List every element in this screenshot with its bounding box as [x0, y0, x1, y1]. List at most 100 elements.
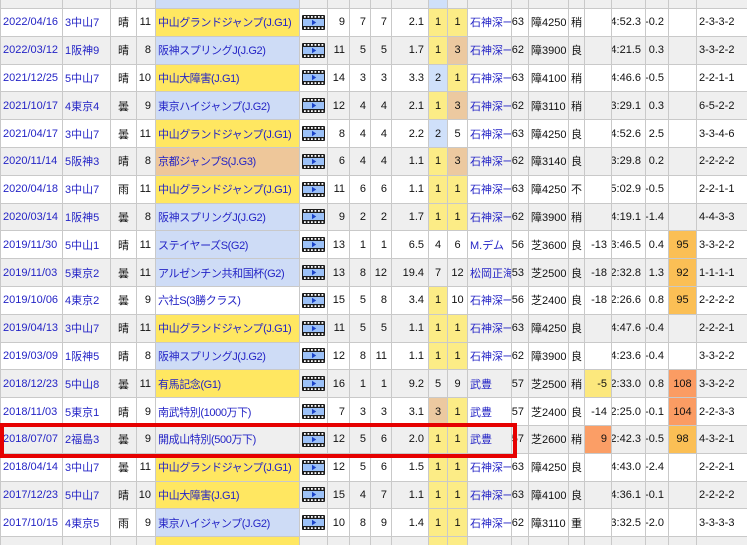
race-link[interactable]: 開成山特別(500万下) [156, 425, 300, 453]
movie-icon[interactable] [302, 265, 325, 281]
movie-icon-cell[interactable] [300, 509, 328, 537]
jockey-link[interactable]: 石神深一 [468, 120, 512, 147]
venue-link[interactable]: 1阪神5 [63, 203, 111, 231]
movie-icon-cell[interactable] [300, 120, 328, 147]
jockey-link[interactable]: 石神深一 [468, 481, 512, 509]
date-link[interactable]: 2022/03/12 [0, 36, 63, 64]
movie-icon[interactable] [302, 376, 325, 392]
movie-icon-cell[interactable] [300, 481, 328, 509]
movie-icon-cell[interactable] [300, 231, 328, 259]
movie-icon-cell[interactable] [300, 286, 328, 314]
movie-icon-cell[interactable] [300, 64, 328, 92]
movie-icon[interactable] [302, 292, 325, 308]
movie-icon-cell[interactable] [300, 259, 328, 286]
race-link[interactable]: 阪神スプリングJ(J.G2) [156, 342, 300, 370]
movie-icon[interactable] [302, 348, 325, 364]
date-link[interactable]: 2018/11/03 [0, 398, 63, 425]
race-link[interactable]: 中山大障害(J.G1) [156, 481, 300, 509]
venue-link[interactable]: 5東京1 [63, 398, 111, 425]
movie-icon[interactable] [302, 320, 325, 336]
date-link[interactable]: 2021/10/17 [0, 92, 63, 120]
date-link[interactable]: 2020/04/18 [0, 175, 63, 203]
movie-icon-cell[interactable] [300, 0, 328, 8]
date-link[interactable]: 2019/04/13 [0, 314, 63, 342]
jockey-link[interactable]: 石神深一 [468, 342, 512, 370]
date-link[interactable]: 2020/03/14 [0, 203, 63, 231]
race-link[interactable]: 東京ハイジャンプ(J.G2) [156, 92, 300, 120]
venue-link[interactable]: 3中山7 [63, 9, 111, 36]
venue-link[interactable]: 3中山7 [63, 314, 111, 342]
movie-icon[interactable] [302, 459, 325, 475]
movie-icon-cell[interactable] [300, 203, 328, 231]
date-link[interactable]: 2021/04/17 [0, 120, 63, 147]
movie-icon[interactable] [302, 42, 325, 58]
race-link[interactable]: 阪神スプリングJ(J.G2) [156, 203, 300, 231]
movie-icon[interactable] [302, 487, 325, 503]
race-link[interactable]: 中山大障害(J.G1) [156, 64, 300, 92]
movie-icon-cell[interactable] [300, 92, 328, 120]
venue-link[interactable]: 4東京4 [63, 92, 111, 120]
jockey-link[interactable]: 武豊 [468, 370, 512, 398]
jockey-link[interactable]: 石神深一 [468, 9, 512, 36]
jockey-link[interactable]: 武豊 [468, 425, 512, 453]
venue-link[interactable]: 5中山1 [63, 231, 111, 259]
jockey-link[interactable]: 石神深一 [468, 36, 512, 64]
venue-link[interactable]: 2福島3 [63, 425, 111, 453]
venue-link[interactable]: 5東京2 [63, 259, 111, 286]
date-link[interactable]: 2019/11/30 [0, 231, 63, 259]
date-link[interactable]: 2018/12/23 [0, 370, 63, 398]
venue-link[interactable]: 5阪神3 [63, 147, 111, 175]
movie-icon-cell[interactable] [300, 9, 328, 36]
race-link[interactable] [156, 0, 300, 8]
jockey-link[interactable]: 松岡正海 [468, 259, 512, 286]
date-link[interactable]: 2018/07/07 [0, 425, 63, 453]
jockey-link[interactable]: 石神深一 [468, 64, 512, 92]
date-link[interactable] [0, 537, 63, 545]
movie-icon[interactable] [302, 98, 325, 114]
movie-icon[interactable] [302, 515, 325, 531]
race-link[interactable]: アルゼンチン共和国杯(G2) [156, 259, 300, 286]
date-link[interactable]: 2019/10/06 [0, 286, 63, 314]
jockey-link[interactable]: 石神深一 [468, 286, 512, 314]
venue-link[interactable]: 3中山7 [63, 175, 111, 203]
venue-link[interactable] [63, 0, 111, 8]
date-link[interactable]: 2019/03/09 [0, 342, 63, 370]
date-link[interactable]: 2022/04/16 [0, 9, 63, 36]
movie-icon[interactable] [302, 431, 325, 447]
jockey-link[interactable]: 石神深一 [468, 175, 512, 203]
venue-link[interactable] [63, 537, 111, 545]
venue-link[interactable]: 4東京5 [63, 509, 111, 537]
movie-icon-cell[interactable] [300, 147, 328, 175]
venue-link[interactable]: 5中山7 [63, 481, 111, 509]
race-link[interactable]: 中山グランドジャンプ(J.G1) [156, 175, 300, 203]
race-link[interactable]: 中山グランドジャンプ(J.G1) [156, 453, 300, 481]
venue-link[interactable]: 3中山7 [63, 453, 111, 481]
race-link[interactable]: 中山グランドジャンプ(J.G1) [156, 9, 300, 36]
date-link[interactable]: 2017/10/15 [0, 509, 63, 537]
venue-link[interactable]: 5中山8 [63, 370, 111, 398]
jockey-link[interactable]: 石神深一 [468, 509, 512, 537]
race-link[interactable]: 有馬記念(G1) [156, 370, 300, 398]
movie-icon-cell[interactable] [300, 425, 328, 453]
jockey-link[interactable]: M.デム [468, 231, 512, 259]
movie-icon-cell[interactable] [300, 453, 328, 481]
venue-link[interactable]: 1阪神5 [63, 342, 111, 370]
venue-link[interactable]: 1阪神9 [63, 36, 111, 64]
movie-icon[interactable] [302, 237, 325, 253]
race-link[interactable] [156, 537, 300, 545]
movie-icon[interactable] [302, 181, 325, 197]
movie-icon[interactable] [302, 14, 325, 30]
jockey-link[interactable]: 石神深一 [468, 203, 512, 231]
race-link[interactable]: 阪神スプリングJ(J.G2) [156, 36, 300, 64]
movie-icon[interactable] [302, 404, 325, 420]
race-link[interactable]: 東京ハイジャンプ(J.G2) [156, 509, 300, 537]
date-link[interactable] [0, 0, 63, 8]
movie-icon-cell[interactable] [300, 537, 328, 545]
race-link[interactable]: 中山グランドジャンプ(J.G1) [156, 120, 300, 147]
jockey-link[interactable]: 石神深一 [468, 147, 512, 175]
movie-icon-cell[interactable] [300, 36, 328, 64]
venue-link[interactable]: 4東京2 [63, 286, 111, 314]
movie-icon[interactable] [302, 126, 325, 142]
jockey-link[interactable] [468, 537, 512, 545]
race-link[interactable]: 京都ジャンプS(J.G3) [156, 147, 300, 175]
